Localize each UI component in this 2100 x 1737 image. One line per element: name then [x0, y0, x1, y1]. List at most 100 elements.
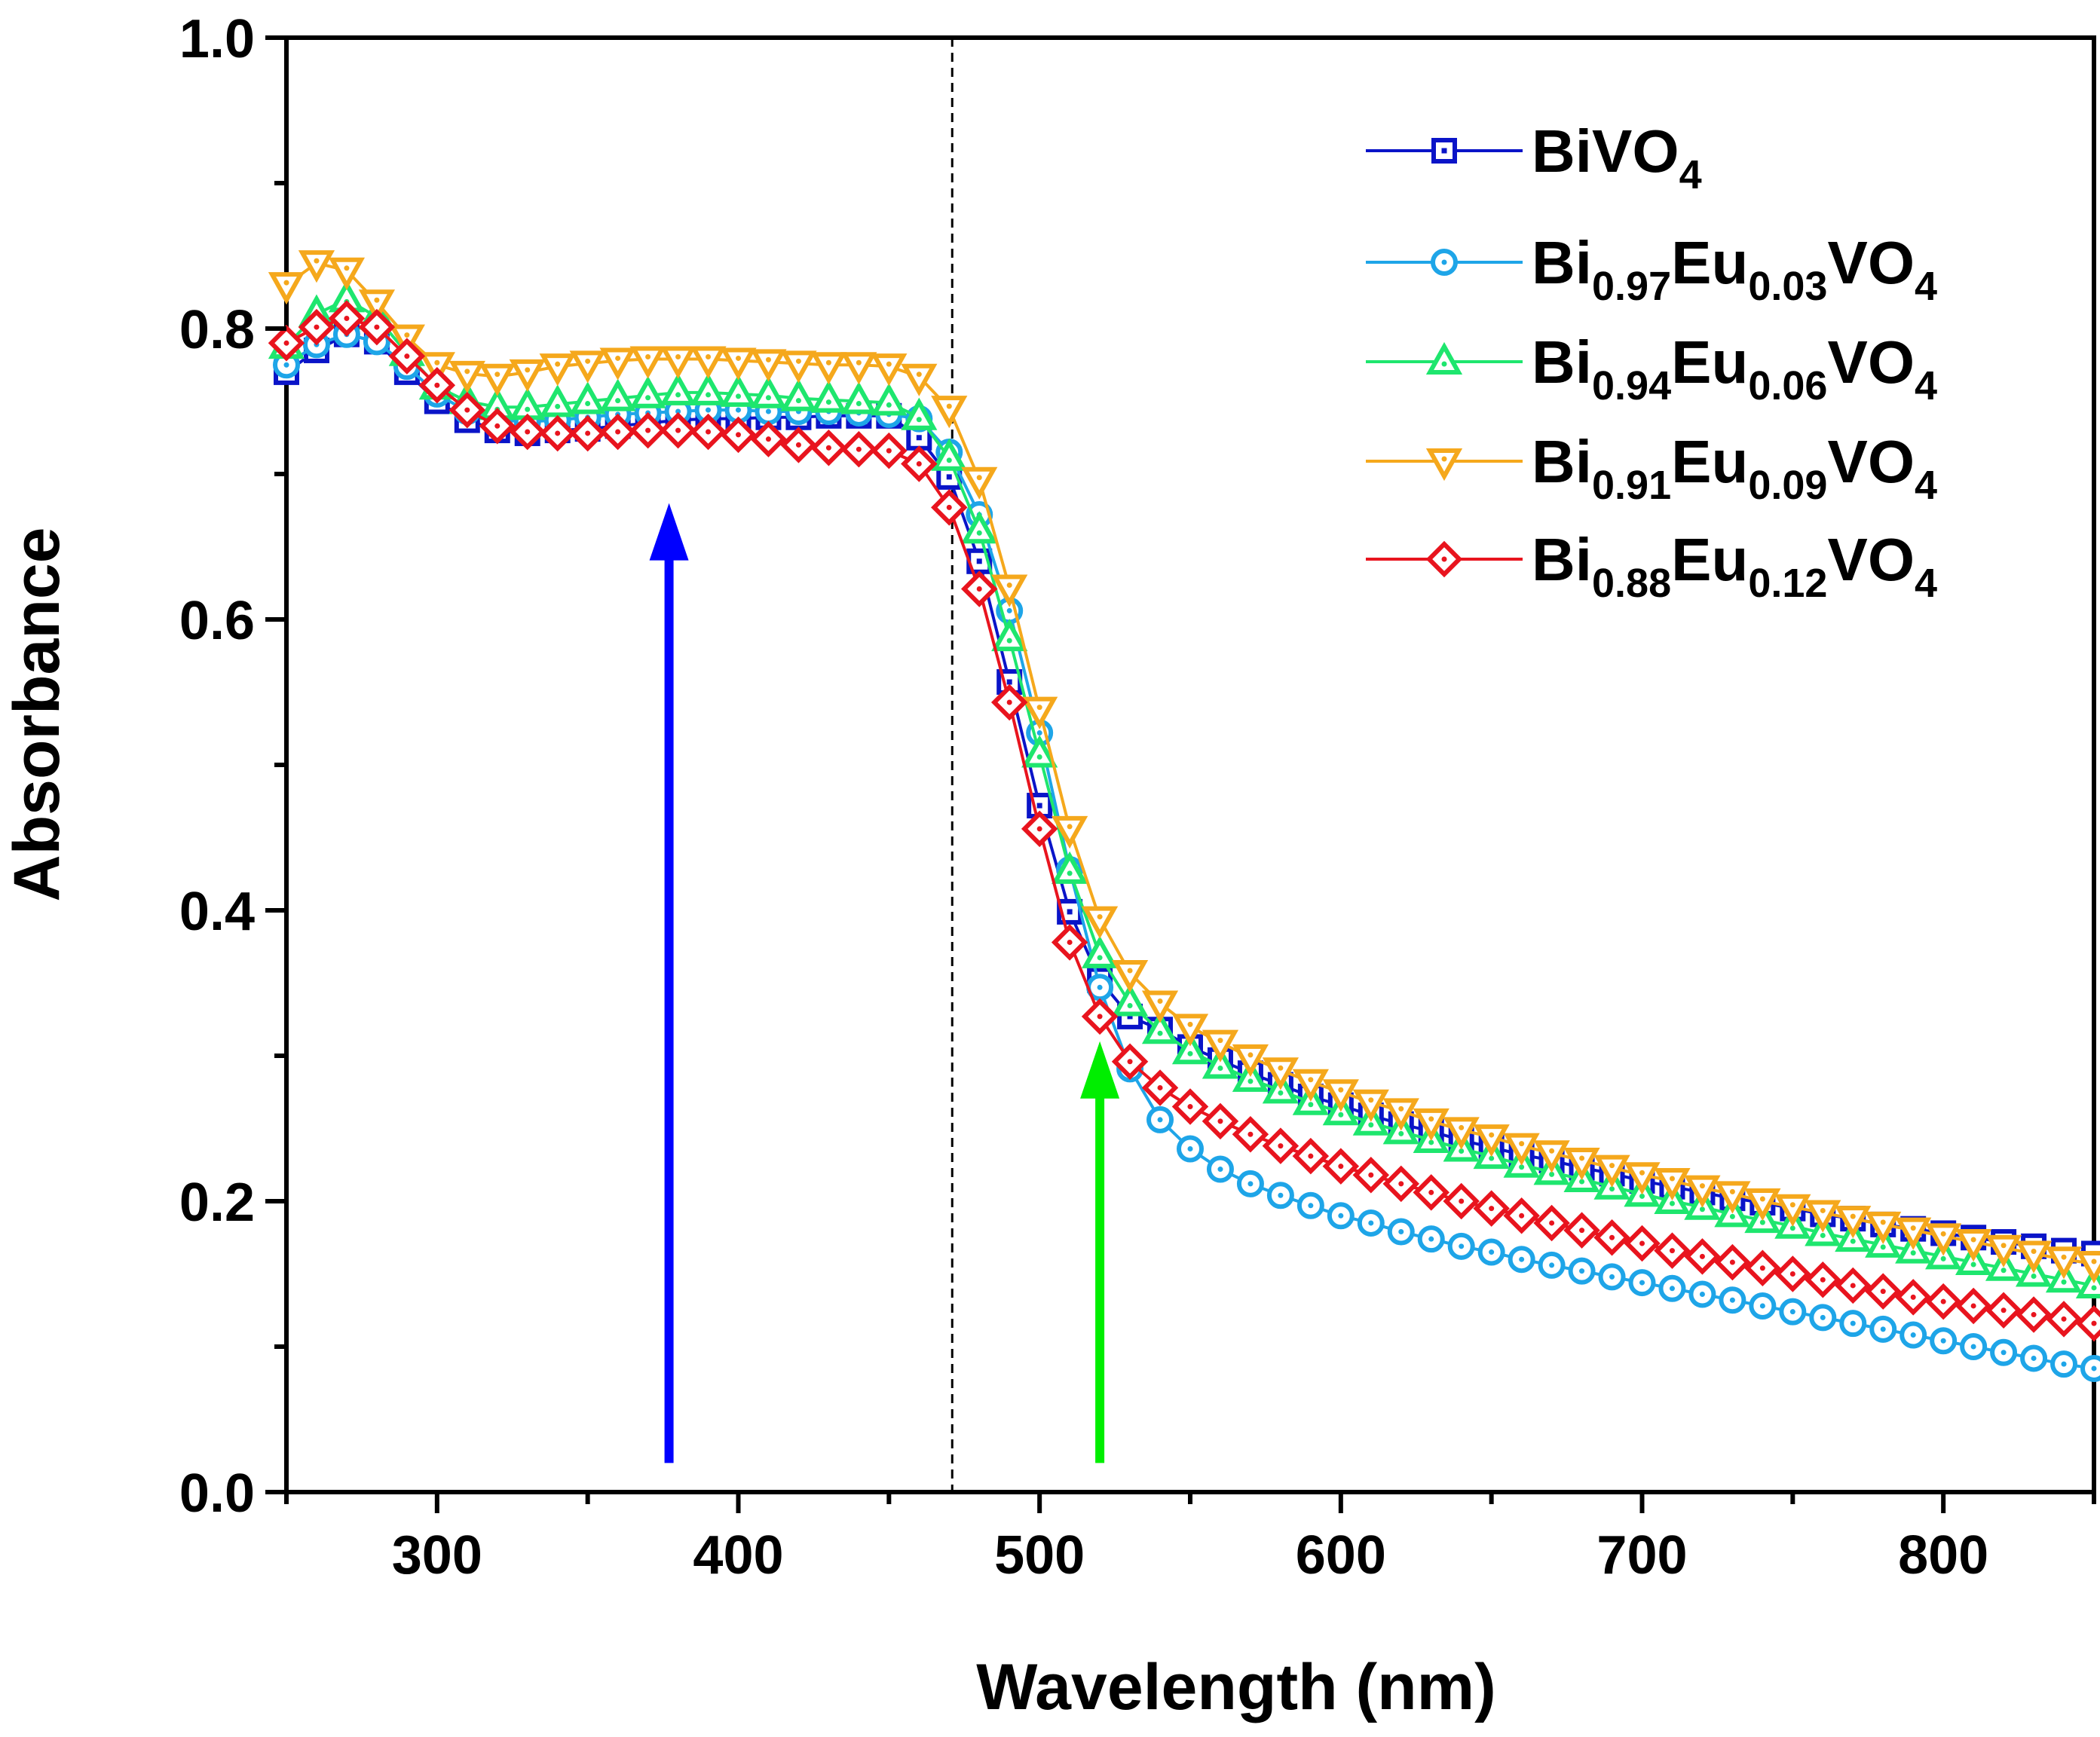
data-point — [1809, 1304, 1837, 1332]
data-point — [1352, 1157, 1390, 1194]
data-point — [901, 445, 938, 482]
legend-label: Bi0.91Eu0.09VO4 — [1532, 428, 1937, 508]
data-point — [1719, 1286, 1746, 1314]
data-point — [931, 438, 968, 471]
data-point — [569, 381, 606, 414]
data-point — [448, 391, 486, 429]
data-point — [1477, 1238, 1505, 1266]
data-point — [2075, 1304, 2100, 1342]
x-tick-label: 700 — [1596, 1525, 1687, 1586]
data-point — [1021, 735, 1058, 768]
legend-marker — [1431, 138, 1457, 164]
y-axis-title: Absorbance — [1, 527, 73, 901]
data-point — [1774, 1194, 1811, 1227]
data-point — [1021, 810, 1058, 848]
annotation-arrow-0 — [649, 503, 689, 1463]
data-point — [2020, 1344, 2048, 1372]
data-point — [629, 346, 666, 379]
data-point — [1052, 815, 1088, 849]
y-tick-label: 0.0 — [179, 1463, 255, 1524]
data-point — [2050, 1350, 2078, 1378]
data-point — [1202, 1029, 1239, 1063]
data-point — [1052, 851, 1088, 884]
plot-area — [268, 35, 2100, 1494]
data-point — [1352, 1089, 1389, 1122]
x-tick-label: 800 — [1898, 1525, 1988, 1586]
y-axis: 0.0 0.2 0.4 0.6 0.8 1.0 — [179, 9, 286, 1524]
y-tick-label: 0.2 — [179, 1173, 255, 1233]
data-point — [1654, 1232, 1691, 1269]
data-point — [1538, 1251, 1566, 1279]
data-point — [1387, 1218, 1415, 1246]
x-tick-label: 600 — [1296, 1525, 1386, 1586]
data-point — [569, 350, 606, 384]
data-point — [358, 289, 396, 323]
data-point — [1805, 1261, 1841, 1298]
data-point — [509, 359, 546, 393]
data-point — [1835, 1206, 1872, 1239]
data-point — [1924, 1283, 1962, 1320]
data-point — [1141, 1011, 1179, 1044]
legend-item-0: BiVO4 — [1366, 118, 1702, 197]
data-point — [268, 325, 305, 362]
data-point — [690, 413, 727, 451]
data-point — [1899, 1321, 1927, 1349]
legend-item-2: Bi0.94Eu0.06VO4 — [1366, 329, 1937, 408]
data-point — [629, 375, 666, 408]
data-point — [1749, 1292, 1777, 1320]
data-point — [2015, 1240, 2053, 1274]
data-point — [1413, 1174, 1449, 1211]
data-point — [1955, 1229, 1992, 1262]
data-point — [901, 363, 938, 396]
data-point — [1503, 1133, 1540, 1166]
data-point — [599, 378, 636, 411]
data-point — [660, 372, 696, 405]
data-point — [991, 618, 1028, 652]
legend-item-1: Bi0.97Eu0.03VO4 — [1366, 229, 1937, 309]
data-point — [961, 466, 998, 500]
data-point — [1081, 998, 1119, 1035]
data-point — [298, 308, 335, 346]
x-axis: 300 400 500 600 700 800 — [284, 1492, 2096, 1586]
data-point — [2045, 1301, 2083, 1338]
data-point — [1930, 1327, 1958, 1355]
data-point — [840, 352, 877, 385]
data-point — [1413, 1108, 1449, 1141]
data-point — [660, 411, 696, 449]
x-axis-title: Wavelength (nm) — [976, 1651, 1496, 1723]
data-point — [660, 346, 696, 379]
data-point — [1865, 1211, 1902, 1245]
data-point — [1266, 1182, 1294, 1209]
data-point — [1869, 1315, 1897, 1343]
data-point — [1327, 1202, 1355, 1230]
data-point — [268, 272, 305, 305]
data-point — [1658, 1274, 1686, 1302]
data-point — [750, 349, 787, 382]
data-point — [1171, 1088, 1209, 1125]
data-point — [1835, 1267, 1872, 1304]
data-point — [1141, 990, 1179, 1023]
data-point — [1262, 1127, 1299, 1164]
data-point — [1990, 1338, 2018, 1366]
data-point — [418, 367, 456, 404]
legend-item-4: Bi0.88Eu0.12VO4 — [1366, 526, 1937, 606]
data-point — [2015, 1296, 2053, 1333]
x-tick-label: 500 — [994, 1525, 1085, 1586]
data-point — [1503, 1197, 1540, 1234]
legend-marker — [1431, 249, 1458, 276]
data-point — [1473, 1124, 1510, 1157]
data-point — [991, 574, 1028, 607]
data-point — [1593, 1219, 1630, 1256]
data-point — [509, 413, 546, 451]
data-point — [479, 408, 516, 445]
data-point — [780, 350, 817, 384]
data-point — [1598, 1263, 1626, 1291]
data-point — [1447, 1232, 1475, 1260]
data-point — [599, 347, 636, 381]
data-point — [810, 430, 847, 466]
data-point — [1805, 1200, 1841, 1233]
data-point — [840, 430, 877, 468]
data-point — [1628, 1269, 1656, 1297]
data-point — [1322, 1079, 1359, 1112]
legend-label: Bi0.97Eu0.03VO4 — [1532, 229, 1937, 309]
